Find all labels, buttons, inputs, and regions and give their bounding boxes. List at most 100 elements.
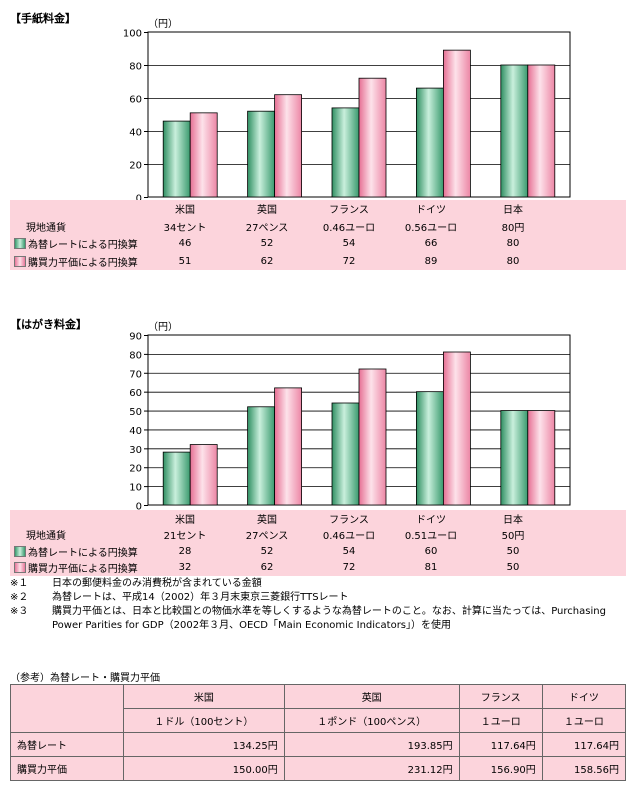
chart1-plot: 0 20 40 60 80 100 (123, 29, 571, 200)
ppp-bar (274, 94, 303, 198)
chart2-country: 英国 (257, 514, 277, 526)
ppp-bar (442, 351, 471, 506)
footnote: ※１ 日本の郵便料金のみ消費税が含まれている金額 (10, 577, 626, 591)
data-cell: 28 (178, 545, 192, 557)
chart2-country: 米国 (175, 514, 195, 526)
reference-value: 117.64円 (541, 732, 627, 757)
chart2-plot: 0 10 20 30 40 50 60 70 80 90 (129, 332, 571, 511)
chart1-ppp-row: 購買力平価による円換算 51 62 72 89 80 (10, 253, 626, 271)
footnote-text: 為替レートは、平成14（2002）年３月末東京三菱銀行TTSレート (52, 592, 349, 603)
local-currency-value: 27ペンス (245, 531, 289, 543)
chart2-exchange-row: 為替レートによる円換算 28 52 54 60 50 (10, 543, 626, 560)
ppp-legend-label: 購買力平価による円換算 (28, 564, 138, 576)
ppp-legend-label: 購買力平価による円換算 (28, 257, 138, 269)
ppp-bar (189, 112, 218, 198)
reference-country-row: 米国 英国 フランス ドイツ (10, 684, 627, 733)
reference-row-exchange: 為替レート 134.25円 193.85円 117.64円 117.64円 (10, 732, 627, 757)
y-tick-label: 20 (129, 464, 142, 475)
data-cell: 54 (342, 238, 356, 250)
y-tick-label: 0 (136, 502, 142, 511)
y-tick-label: 80 (129, 62, 142, 73)
local-currency-value: 0.46ユーロ (322, 531, 376, 543)
ppp-bar (358, 368, 387, 506)
data-cell: 54 (342, 545, 356, 557)
data-cell: 46 (178, 238, 192, 250)
reference-value: 156.90円 (458, 756, 543, 781)
y-tick-label: 50 (129, 407, 142, 418)
ppp-legend-swatch (14, 255, 26, 267)
data-cell: 62 (260, 255, 274, 267)
footnote-text: 購買力平価とは、日本と比較国との物価水準を等しくするような為替レートのこと。なお… (52, 606, 606, 631)
exchange-legend-label: 為替レートによる円換算 (28, 547, 138, 559)
reference-unit: １ユーロ (541, 708, 627, 733)
local-currency-value: 0.56ユーロ (404, 222, 458, 234)
footnote-mark: ※１ (10, 578, 29, 589)
chart1-title: 【手紙料金】 (10, 12, 76, 25)
data-cell: 80 (506, 255, 520, 267)
reference-title: （参考）為替レート・購買力平価 (10, 673, 160, 684)
data-cell: 62 (260, 562, 274, 574)
ppp-bar (442, 49, 471, 198)
footnote: ※２ 為替レートは、平成14（2002）年３月末東京三菱銀行TTSレート (10, 591, 626, 605)
reference-country: フランス (458, 684, 543, 709)
footnote: ※３ 購買力平価とは、日本と比較国との物価水準を等しくするような為替レートのこと。… (10, 605, 626, 633)
exchange-bar (331, 402, 360, 506)
data-cell: 50 (506, 545, 520, 557)
local-currency-value: 27ペンス (245, 222, 289, 234)
data-cell: 66 (424, 238, 438, 250)
ppp-bar (527, 64, 556, 198)
chart2-country: ドイツ (416, 514, 446, 526)
chart1-exchange-row: 為替レートによる円換算 46 52 54 66 80 (10, 235, 626, 253)
chart1-data-table: 米国 英国 フランス ドイツ 日本 現地通貨 34セント 27ペンス 0.46ユ… (10, 200, 626, 270)
exchange-bar (162, 451, 191, 506)
data-cell: 51 (178, 255, 192, 267)
exchange-bar (247, 406, 276, 506)
exchange-bar (415, 391, 444, 506)
chart2-country: フランス (329, 514, 369, 526)
data-cell: 50 (506, 562, 520, 574)
ppp-bar (274, 387, 303, 506)
reference-table: 米国 英国 フランス ドイツ １ドル（100セント） １ポンド（100ペンス） … (10, 684, 627, 781)
data-cell: 52 (260, 238, 274, 250)
local-currency-value: 0.46ユーロ (322, 222, 376, 234)
local-currency-value: 21セント (163, 531, 207, 543)
exchange-bar (500, 64, 529, 198)
reference-value: 158.56円 (541, 756, 627, 781)
local-currency-value: 34セント (163, 222, 207, 234)
reference-country: 米国 (123, 684, 285, 709)
exchange-legend-label: 為替レートによる円換算 (28, 240, 138, 252)
y-tick-label: 20 (129, 161, 142, 172)
reference-value: 150.00円 (123, 756, 285, 781)
chart1-country: 英国 (257, 205, 277, 217)
exchange-bar (331, 107, 360, 198)
chart1-country: 米国 (175, 205, 195, 217)
chart2-data-table: 米国 英国 フランス ドイツ 日本 現地通貨 21セント 27ペンス 0.46ユ… (10, 510, 626, 576)
y-tick-label: 40 (129, 128, 142, 139)
reference-unit: １ユーロ (458, 708, 543, 733)
footnotes: ※１ 日本の郵便料金のみ消費税が含まれている金額 ※２ 為替レートは、平成14（20… (10, 577, 626, 633)
exchange-legend-swatch (14, 545, 26, 557)
ppp-legend-swatch (14, 562, 26, 574)
y-tick-label: 100 (123, 29, 142, 40)
reference-row-label: 為替レート (10, 732, 124, 757)
reference-row-label: 購買力平価 (10, 756, 124, 781)
data-cell: 60 (424, 545, 438, 557)
exchange-legend-swatch (14, 238, 26, 250)
y-tick-label: 90 (129, 332, 142, 343)
chart1-unit: （円） (148, 19, 178, 30)
reference-value: 134.25円 (123, 732, 285, 757)
chart2-country: 日本 (503, 514, 523, 526)
y-tick-label: 60 (129, 95, 142, 106)
data-cell: 81 (424, 562, 438, 574)
data-cell: 52 (260, 545, 274, 557)
y-tick-label: 40 (129, 426, 142, 437)
footnote-text: 日本の郵便料金のみ消費税が含まれている金額 (52, 578, 262, 589)
chart1-local-row: 現地通貨 34セント 27ペンス 0.46ユーロ 0.56ユーロ 80円 (10, 218, 626, 236)
data-cell: 89 (424, 255, 438, 267)
local-currency-label: 現地通貨 (26, 222, 66, 234)
chart2-unit: （円） (148, 322, 178, 333)
reference-country: ドイツ (541, 684, 627, 709)
ppp-bar (358, 77, 387, 198)
exchange-bar (415, 87, 444, 198)
chart2-local-row: 現地通貨 21セント 27ペンス 0.46ユーロ 0.51ユーロ 50円 (10, 527, 626, 544)
